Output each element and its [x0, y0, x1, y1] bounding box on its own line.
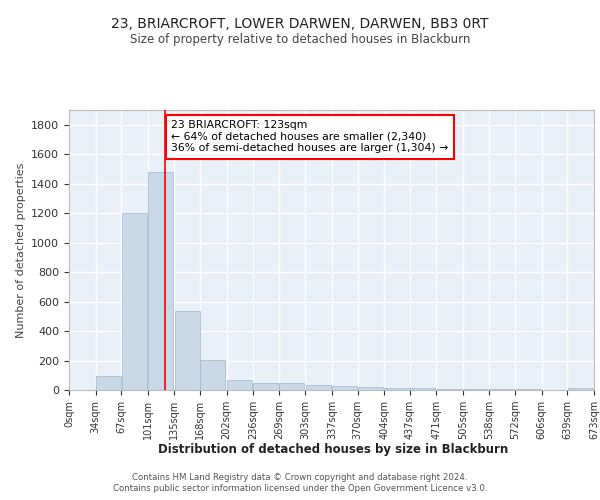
Bar — [175, 311, 200, 390]
Bar — [305, 385, 331, 390]
Text: Size of property relative to detached houses in Blackburn: Size of property relative to detached ho… — [130, 32, 470, 46]
Bar — [96, 376, 121, 390]
Bar — [568, 388, 593, 390]
Text: Contains HM Land Registry data © Crown copyright and database right 2024.: Contains HM Land Registry data © Crown c… — [132, 472, 468, 482]
Bar — [437, 388, 462, 390]
Bar — [279, 384, 304, 390]
Bar — [358, 387, 383, 390]
Text: Distribution of detached houses by size in Blackburn: Distribution of detached houses by size … — [158, 442, 508, 456]
Bar — [410, 388, 436, 390]
Bar — [253, 382, 278, 390]
Bar — [463, 389, 488, 390]
Text: 23, BRIARCROFT, LOWER DARWEN, DARWEN, BB3 0RT: 23, BRIARCROFT, LOWER DARWEN, DARWEN, BB… — [111, 18, 489, 32]
Bar — [122, 213, 146, 390]
Bar — [227, 380, 252, 390]
Text: Contains public sector information licensed under the Open Government Licence v3: Contains public sector information licen… — [113, 484, 487, 493]
Text: 23 BRIARCROFT: 123sqm
← 64% of detached houses are smaller (2,340)
36% of semi-d: 23 BRIARCROFT: 123sqm ← 64% of detached … — [171, 120, 448, 153]
Bar — [385, 388, 410, 390]
Bar — [200, 360, 226, 390]
Y-axis label: Number of detached properties: Number of detached properties — [16, 162, 26, 338]
Bar — [148, 172, 173, 390]
Bar — [332, 386, 358, 390]
